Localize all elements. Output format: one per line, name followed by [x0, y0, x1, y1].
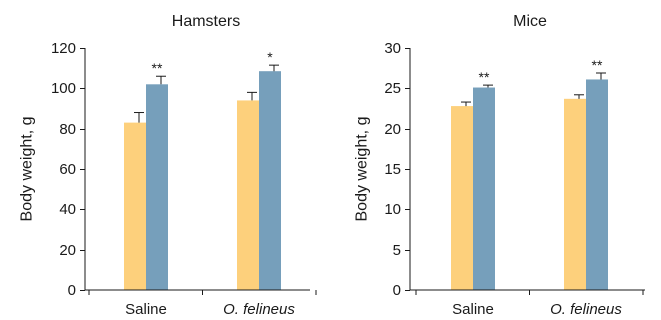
y-tick-label: 0: [393, 282, 401, 299]
x-tick-label: Saline: [452, 301, 494, 318]
x-tick-label: O. felineus: [223, 301, 295, 318]
significance-label: *: [267, 49, 273, 65]
bar: [473, 87, 495, 290]
y-tick-label: 60: [59, 161, 76, 178]
y-tick-label: 80: [59, 121, 76, 138]
bar: [564, 98, 586, 290]
y-tick-label: 100: [51, 80, 76, 97]
significance-label: **: [152, 60, 163, 76]
x-tick-label: O. felineus: [550, 301, 622, 318]
bar: [259, 71, 281, 290]
significance-label: **: [592, 57, 603, 73]
chart-panel-mice: Mice Body weight, g ** ** 0 5 10 15 20 25 30 Sali…: [354, 13, 645, 318]
chart-title: Hamsters: [172, 13, 240, 30]
bar: [146, 84, 168, 290]
y-tick-label: 15: [384, 161, 401, 178]
y-axis-label: Body weight, g: [19, 117, 36, 222]
y-tick-label: 20: [59, 242, 76, 259]
y-tick-label: 40: [59, 201, 76, 218]
chart-panel-hamsters: Hamsters Body weight, g ***0204060801001…: [19, 13, 317, 318]
y-tick-label: 10: [384, 201, 401, 218]
y-tick-label: 30: [384, 40, 401, 57]
y-tick-label: 0: [68, 282, 76, 299]
bar: [124, 122, 146, 290]
bar: [237, 100, 259, 290]
y-tick-label: 5: [393, 242, 401, 259]
bar: [586, 79, 608, 291]
y-tick-label: 20: [384, 121, 401, 138]
bar: [451, 106, 473, 290]
significance-label: **: [479, 69, 490, 85]
y-tick-label: 25: [384, 80, 401, 97]
y-tick-label: 120: [51, 40, 76, 57]
chart-title: Mice: [513, 13, 547, 30]
x-tick-label: Saline: [125, 301, 167, 318]
y-axis-label: Body weight, g: [354, 117, 371, 222]
